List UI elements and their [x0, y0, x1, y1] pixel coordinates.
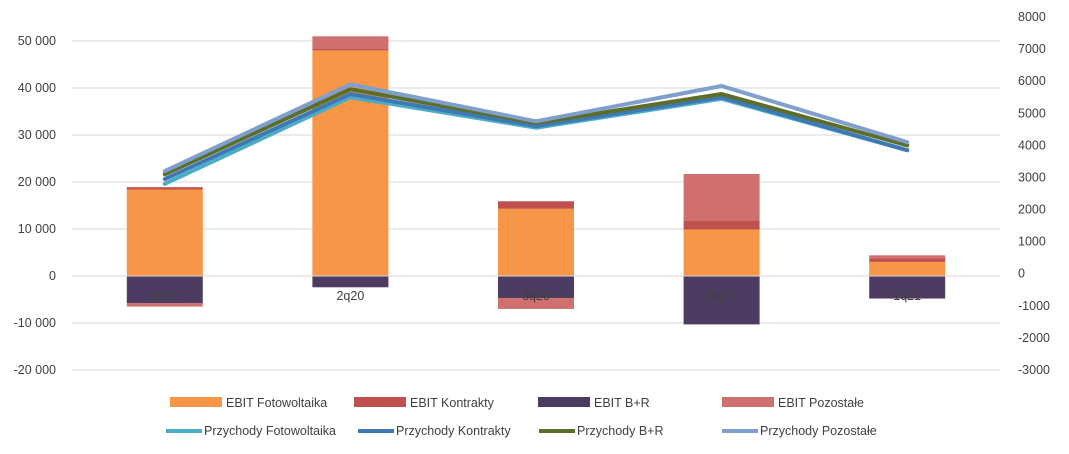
bar-ebit-b-r-3q20 — [498, 276, 574, 299]
right-tick-label: 0 — [1018, 267, 1025, 281]
left-tick-label: 50 000 — [18, 34, 56, 48]
legend-swatch-ebit-fotowoltaika — [170, 397, 222, 407]
category-labels: 1q20 2q20 3q20 4q20 1q21 — [151, 289, 921, 303]
bar-ebit-pozosta-e-4q20 — [683, 174, 760, 222]
right-tick-label: 5000 — [1018, 106, 1046, 120]
bar-ebit-pozosta-e-1q20 — [126, 303, 203, 307]
left-tick-label: 40 000 — [18, 81, 56, 95]
right-tick-label: 8000 — [1018, 10, 1046, 24]
bar-ebit-fotowoltaika-1q20 — [126, 189, 203, 276]
left-tick-label: 20 000 — [18, 175, 56, 189]
right-tick-label: 2000 — [1018, 203, 1046, 217]
right-tick-label: -3000 — [1018, 363, 1050, 377]
category-label: 1q20 — [151, 289, 179, 303]
left-tick-label: 30 000 — [18, 128, 56, 142]
legend-swatch-ebit-b-r — [538, 397, 590, 407]
line-przychody-pozosta-e — [162, 82, 910, 174]
legend-label: Przychody Pozostałe — [760, 424, 877, 438]
right-tick-label: 3000 — [1018, 170, 1046, 184]
left-axis-ticks: -20 000 -10 000 0 10 000 20 000 30 000 40 000 5… — [14, 34, 56, 377]
bar-ebit-pozosta-e-3q20 — [498, 298, 574, 309]
legend-label: Przychody B+R — [577, 424, 664, 438]
legend-swatch-ebit-kontrakty — [354, 397, 406, 407]
right-tick-label: 7000 — [1018, 42, 1046, 56]
category-label: 2q20 — [336, 289, 364, 303]
bars — [126, 36, 946, 325]
bar-ebit-b-r-2q20 — [312, 276, 389, 288]
right-tick-label: 6000 — [1018, 74, 1046, 88]
legend-label: Przychody Kontrakty — [396, 424, 511, 438]
legend-label: EBIT Kontrakty — [410, 396, 495, 410]
bar-ebit-b-r-1q20 — [126, 276, 203, 304]
left-tick-label: 10 000 — [18, 222, 56, 236]
lines — [162, 82, 910, 186]
bar-ebit-kontrakty-2q20 — [312, 48, 389, 51]
bar-ebit-fotowoltaika-4q20 — [683, 229, 760, 276]
bar-ebit-kontrakty-1q20 — [126, 187, 203, 190]
category-label: 3q20 — [522, 289, 550, 303]
right-tick-label: -1000 — [1018, 299, 1050, 313]
bar-ebit-kontrakty-4q20 — [683, 221, 760, 230]
right-tick-label: 1000 — [1018, 235, 1046, 249]
legend-label: EBIT B+R — [594, 396, 650, 410]
bar-ebit-fotowoltaika-3q20 — [498, 208, 574, 276]
bar-ebit-b-r-4q20 — [683, 276, 760, 325]
left-tick-label: -20 000 — [14, 363, 56, 377]
bar-ebit-b-r-1q21 — [869, 276, 946, 299]
right-tick-label: -2000 — [1018, 331, 1050, 345]
legend-label: EBIT Pozostałe — [778, 396, 864, 410]
legend-label: Przychody Fotowoltaika — [204, 424, 336, 438]
left-tick-label: -10 000 — [14, 316, 56, 330]
bar-ebit-pozosta-e-1q21 — [869, 255, 946, 259]
bar-ebit-kontrakty-3q20 — [498, 201, 574, 209]
legend-swatch-ebit-pozosta-e — [722, 397, 774, 407]
bar-ebit-kontrakty-1q21 — [869, 258, 946, 262]
legend: EBIT Fotowoltaika EBIT Kontrakty EBIT B+R E… — [166, 396, 877, 438]
bar-ebit-fotowoltaika-1q21 — [869, 261, 946, 276]
line-przychody-kontrakty — [162, 92, 910, 182]
category-label: 4q20 — [708, 289, 736, 303]
category-label: 1q21 — [893, 289, 921, 303]
legend-label: EBIT Fotowoltaika — [226, 396, 327, 410]
right-axis-ticks: -3000 -2000 -1000 0 1000 2000 3000 4000 5000 6000… — [1018, 10, 1050, 377]
left-tick-label: 0 — [49, 269, 56, 283]
right-tick-label: 4000 — [1018, 138, 1046, 152]
bar-ebit-pozosta-e-2q20 — [312, 36, 389, 49]
